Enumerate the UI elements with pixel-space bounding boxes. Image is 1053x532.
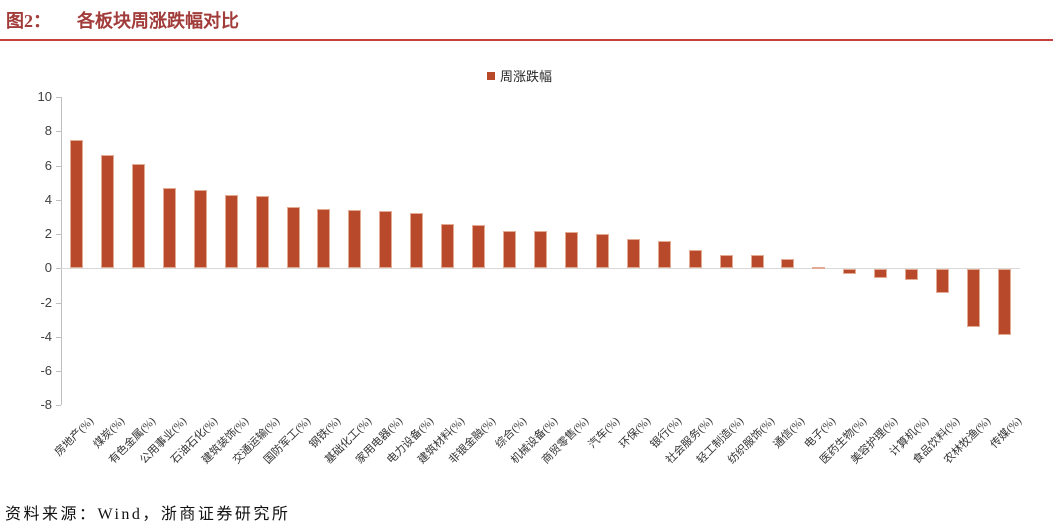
y-axis-tick-label: 0 — [44, 260, 52, 276]
bar — [998, 269, 1012, 336]
figure-header: 图2： 各板块周涨跌幅对比 — [6, 7, 239, 33]
y-axis-tick-mark — [56, 371, 61, 372]
y-axis-tick-mark — [56, 234, 61, 235]
bar — [781, 258, 795, 269]
bar — [843, 269, 857, 275]
source-note: 资料来源：Wind，浙商证券研究所 — [5, 506, 291, 523]
y-axis-tick-mark — [56, 131, 61, 132]
y-axis-tick-label: -2 — [40, 294, 52, 310]
y-axis-tick-mark — [56, 268, 61, 269]
y-axis-tick-mark — [56, 337, 61, 338]
bar — [750, 254, 764, 269]
bar — [812, 266, 826, 269]
bar — [410, 213, 424, 269]
bar — [874, 269, 888, 278]
bar — [688, 250, 702, 269]
figure-number: 图2： — [6, 11, 51, 31]
figure-title: 各板块周涨跌幅对比 — [77, 11, 239, 31]
y-axis-tick-mark — [56, 166, 61, 167]
bar — [255, 196, 269, 269]
bar — [441, 223, 455, 269]
bar — [100, 155, 114, 269]
y-axis-tick-label: 6 — [44, 157, 52, 173]
zero-gridline — [61, 268, 1020, 269]
bar — [162, 187, 176, 269]
legend-swatch-icon — [487, 71, 495, 80]
bar — [348, 210, 362, 269]
bar — [626, 239, 640, 269]
x-axis-label: 环保(%) — [617, 415, 653, 451]
bar — [967, 269, 981, 327]
y-axis-tick-label: 10 — [37, 89, 52, 104]
title-divider — [0, 39, 1053, 41]
y-axis-tick-label: -8 — [40, 397, 52, 413]
bar — [595, 234, 609, 269]
bar — [534, 231, 547, 269]
y-axis-tick-label: -6 — [40, 363, 52, 379]
y-axis-tick-mark — [56, 97, 61, 98]
bar — [503, 230, 517, 269]
y-axis-tick-label: -4 — [40, 328, 52, 344]
bar — [564, 232, 578, 269]
bar — [657, 240, 671, 269]
y-axis-tick-mark — [56, 303, 61, 304]
bar — [379, 210, 393, 269]
y-axis-tick-label: 4 — [44, 191, 52, 207]
y-axis-tick-label: 2 — [44, 226, 52, 242]
x-axis-label: 房地产(%) — [52, 415, 97, 459]
bar — [286, 207, 300, 269]
bar — [224, 194, 238, 269]
x-axis-label: 汽车(%) — [586, 415, 622, 451]
x-axis-label: 通信(%) — [771, 415, 808, 451]
y-axis-line — [61, 97, 62, 406]
y-axis-tick-mark — [56, 405, 61, 406]
chart-legend: 周涨跌幅 — [487, 66, 552, 85]
bar — [317, 209, 331, 269]
bar — [131, 163, 145, 269]
y-axis-tick-label: 8 — [44, 123, 52, 139]
x-axis-label: 传媒(%) — [988, 415, 1025, 451]
bar — [193, 189, 207, 269]
bar — [69, 139, 83, 269]
bar — [936, 269, 950, 294]
legend-label: 周涨跌幅 — [500, 69, 553, 84]
bar — [905, 269, 919, 281]
bar — [719, 254, 733, 269]
bar — [472, 224, 486, 269]
y-axis-tick-mark — [56, 200, 61, 201]
